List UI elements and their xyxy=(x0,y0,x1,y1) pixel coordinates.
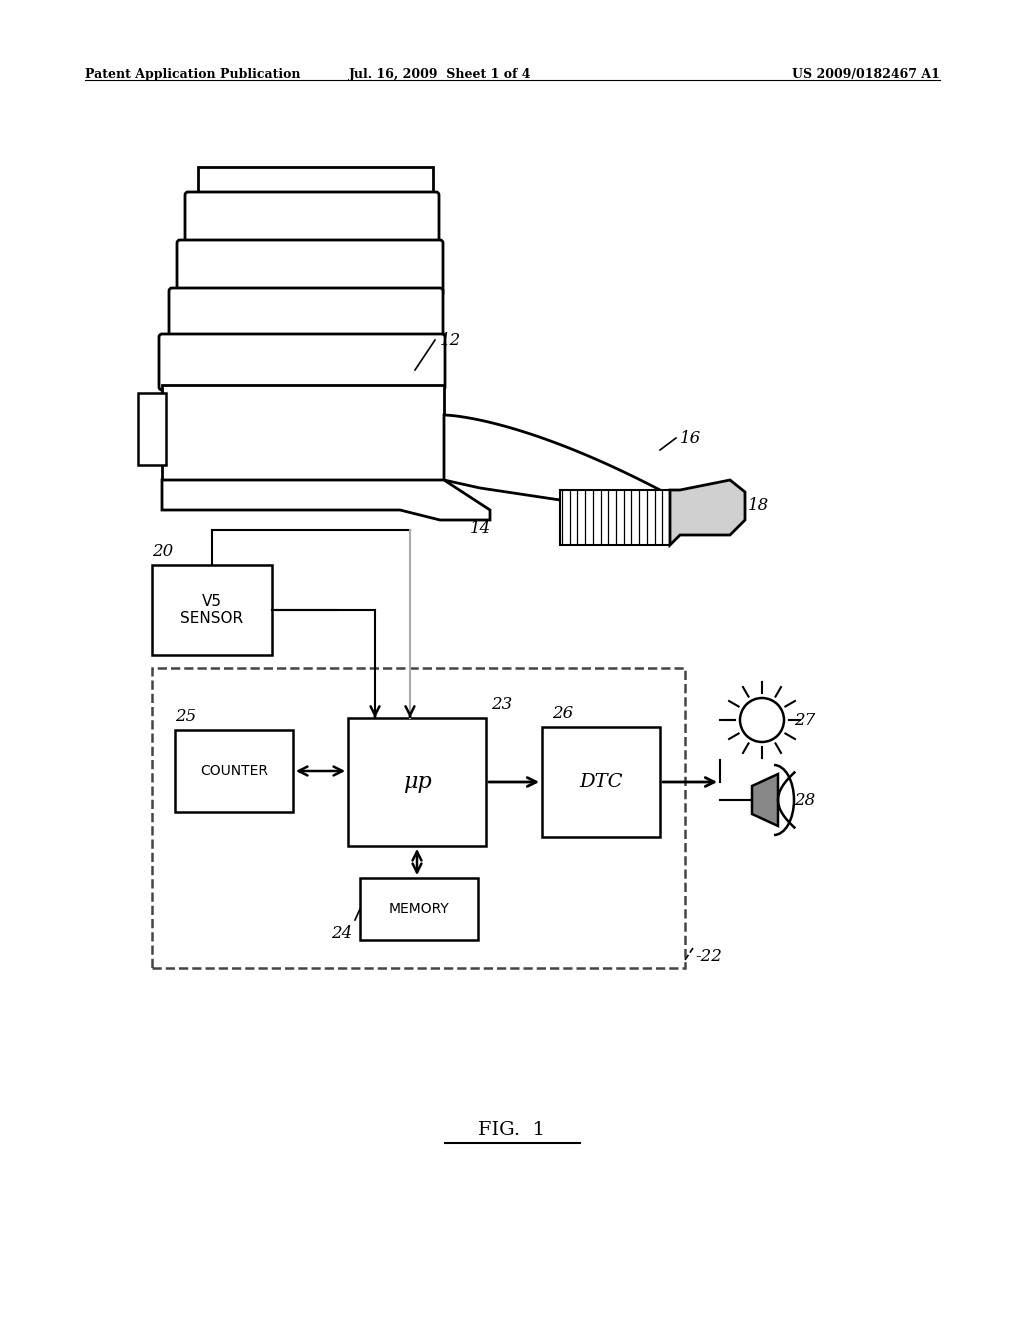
Bar xyxy=(560,490,670,545)
Text: MEMORY: MEMORY xyxy=(389,902,450,916)
Polygon shape xyxy=(752,774,778,826)
Text: 27: 27 xyxy=(794,711,815,729)
Text: DTC: DTC xyxy=(580,774,623,791)
Bar xyxy=(152,668,685,968)
Text: μp: μp xyxy=(402,771,431,793)
Text: 12: 12 xyxy=(440,333,461,348)
Polygon shape xyxy=(444,414,660,510)
Text: Jul. 16, 2009  Sheet 1 of 4: Jul. 16, 2009 Sheet 1 of 4 xyxy=(349,69,531,81)
FancyBboxPatch shape xyxy=(169,288,443,342)
Bar xyxy=(175,730,293,812)
Bar xyxy=(542,727,660,837)
Text: FIG.  1: FIG. 1 xyxy=(478,1121,546,1139)
Bar xyxy=(348,718,486,846)
Text: US 2009/0182467 A1: US 2009/0182467 A1 xyxy=(793,69,940,81)
Text: Patent Application Publication: Patent Application Publication xyxy=(85,69,300,81)
Text: 26: 26 xyxy=(552,705,573,722)
Bar xyxy=(360,878,478,940)
Bar xyxy=(162,385,444,480)
Text: 28: 28 xyxy=(794,792,815,809)
Text: COUNTER: COUNTER xyxy=(200,764,268,777)
Bar xyxy=(198,168,433,195)
Bar xyxy=(152,565,272,655)
Text: 18: 18 xyxy=(748,498,769,513)
Text: V5
SENSOR: V5 SENSOR xyxy=(180,594,244,626)
Polygon shape xyxy=(670,480,745,545)
Text: 25: 25 xyxy=(175,708,197,725)
Bar xyxy=(138,393,166,465)
FancyBboxPatch shape xyxy=(177,240,443,296)
FancyBboxPatch shape xyxy=(159,334,445,389)
FancyBboxPatch shape xyxy=(185,191,439,246)
Text: 16: 16 xyxy=(680,430,701,447)
Text: -22: -22 xyxy=(695,948,722,965)
Polygon shape xyxy=(162,480,490,520)
Text: 24: 24 xyxy=(331,925,352,942)
Text: 14: 14 xyxy=(470,520,492,537)
Text: 23: 23 xyxy=(490,696,512,713)
Text: 20: 20 xyxy=(152,543,173,560)
